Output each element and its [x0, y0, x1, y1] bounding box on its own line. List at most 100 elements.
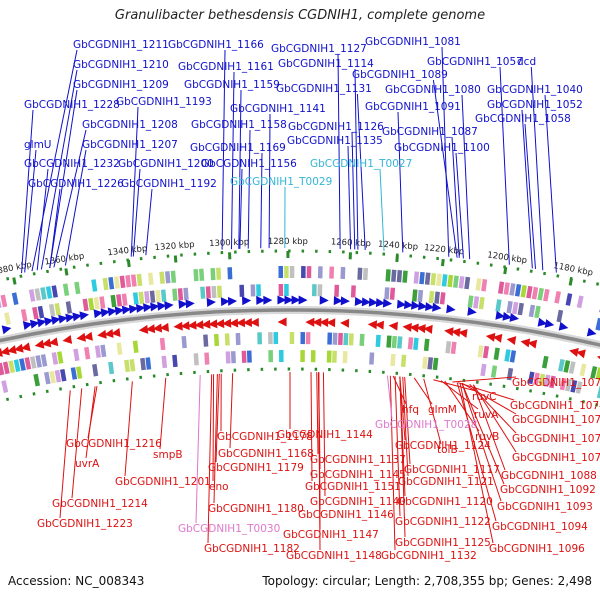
cog-block-forward — [475, 278, 482, 291]
cog-block-reverse — [337, 332, 343, 346]
forward-leader-line — [260, 152, 263, 249]
forward-gene-arrow — [446, 304, 456, 314]
forward-gene-arrow — [29, 319, 40, 329]
reverse-gene-arrow — [402, 322, 412, 332]
cog-block-forward-2 — [278, 284, 284, 297]
reverse-gene-label: GbCGDNIH1_1147 — [283, 529, 379, 541]
cog-block-reverse — [477, 345, 484, 358]
forward-gene-arrow — [333, 296, 343, 306]
cog-block-forward — [447, 274, 454, 288]
cog-block-forward — [498, 281, 505, 294]
cog-block-reverse-2 — [70, 367, 78, 380]
cog-block-forward-2 — [132, 292, 139, 305]
reverse-gene-label: GbCGDNIH1_1151 — [305, 481, 401, 493]
cog-block-forward — [306, 266, 312, 279]
reverse-gene-label: GbCGDNIH1_1146 — [298, 509, 394, 521]
reverse-trna-label: GbCGDNIH1_T0030 — [178, 523, 280, 535]
reverse-gene-label: GbCGDNIH1_1121 — [398, 476, 494, 488]
reverse-gene-arrow — [506, 336, 517, 346]
cog-block-forward — [391, 269, 397, 282]
cog-block-reverse — [563, 360, 571, 373]
cog-block-reverse — [595, 367, 600, 380]
cog-block-forward — [28, 289, 36, 302]
forward-gene-label: GbCGDNIH1_1081 — [365, 36, 461, 48]
cog-block-reverse-2 — [230, 351, 236, 364]
cog-block-reverse-2 — [44, 371, 51, 385]
cog-block-reverse-2 — [60, 368, 67, 382]
cog-block-reverse — [235, 332, 241, 346]
reverse-gene-arrow — [187, 320, 197, 330]
forward-gene-label: GbCGDNIH1_1089 — [352, 69, 448, 81]
cog-block-reverse-2 — [124, 359, 131, 373]
reverse-leader-line — [433, 379, 477, 392]
cog-block-forward — [119, 275, 126, 289]
forward-gene-label: GbCGDNIH1_1228 — [24, 99, 120, 111]
forward-gene-label: GbCGDNIH1_1169 — [190, 142, 286, 154]
cog-block-forward — [170, 270, 177, 283]
forward-leader-line — [221, 49, 226, 250]
cog-block-reverse — [132, 340, 139, 353]
forward-gene-arrow — [319, 295, 329, 305]
forward-gene-arrow — [51, 315, 61, 325]
cog-block-reverse-2 — [565, 378, 572, 392]
cog-block-forward — [452, 275, 459, 288]
cog-block-reverse — [100, 344, 107, 358]
cog-block-forward-2 — [428, 290, 435, 304]
forward-gene-arrow — [58, 314, 68, 324]
cog-block-reverse-2 — [390, 353, 396, 367]
scale-tick-label: 1300 kbp — [209, 237, 249, 249]
reverse-gene-arrow — [409, 323, 419, 333]
cog-block-reverse-2 — [1, 380, 9, 393]
forward-gene-arrow — [425, 302, 435, 312]
cog-block-reverse-2 — [570, 379, 578, 393]
cog-block-reverse — [40, 354, 48, 367]
cog-block-reverse — [450, 341, 457, 355]
cog-block-forward-2 — [4, 312, 11, 325]
forward-gene-arrow — [206, 297, 216, 307]
forward-gene-label: GbCGDNIH1_1087 — [382, 126, 478, 138]
cog-block-reverse — [13, 359, 21, 372]
cog-block-forward — [362, 267, 369, 281]
reverse-gene-label: GbCGDNIH1_1092 — [500, 484, 596, 496]
cog-block-forward — [357, 267, 363, 280]
cog-block-forward-2 — [160, 289, 167, 302]
forward-gene-arrow — [107, 307, 118, 317]
reverse-gene-label: GbCGDNIH1_1094 — [492, 521, 588, 533]
cog-block-reverse-2 — [246, 350, 252, 363]
reverse-gene-arrow — [458, 328, 468, 338]
cog-block-forward — [216, 267, 222, 280]
reverse-leader-line — [404, 376, 411, 465]
cog-block-forward — [413, 271, 420, 284]
forward-gene-label: dcd — [517, 56, 536, 68]
forward-leader-line — [231, 71, 235, 250]
reverse-gene-arrow — [596, 354, 600, 364]
forward-leader-line — [49, 89, 78, 269]
cog-block-forward — [543, 288, 550, 302]
reverse-gene-label: GbCGDNIH1_1137 — [310, 454, 406, 466]
scale-tick-label: 1240 kbp — [378, 240, 419, 253]
cog-block-forward-2 — [411, 289, 418, 302]
reverse-gene-label: smpB — [153, 449, 183, 461]
reverse-leader-line — [469, 383, 517, 434]
cog-block-forward-2 — [389, 287, 396, 300]
forward-gene-arrow — [79, 311, 89, 321]
forward-gene-arrow — [150, 302, 160, 312]
forward-gene-arrow — [178, 299, 188, 309]
cog-block-reverse — [224, 333, 230, 346]
scale-tick-label: 1380 kbp — [0, 260, 33, 277]
cog-block-forward-2 — [239, 284, 245, 297]
reverse-gene-arrow — [312, 317, 322, 327]
reverse-trna-leader — [195, 375, 201, 524]
cog-block-forward — [317, 266, 323, 279]
reverse-gene-arrow — [7, 345, 17, 354]
reverse-gene-arrow — [201, 319, 211, 329]
cog-block-forward-2 — [350, 285, 356, 298]
cog-block-reverse-2 — [279, 350, 284, 363]
forward-gene-arrow — [256, 295, 266, 305]
cog-block-forward-2 — [595, 317, 600, 331]
scale-tick-mark — [503, 266, 508, 275]
cog-block-reverse — [359, 333, 365, 347]
forward-gene-arrow — [143, 303, 153, 313]
reverse-gene-arrow — [319, 318, 329, 328]
cog-block-forward-2 — [250, 284, 256, 297]
